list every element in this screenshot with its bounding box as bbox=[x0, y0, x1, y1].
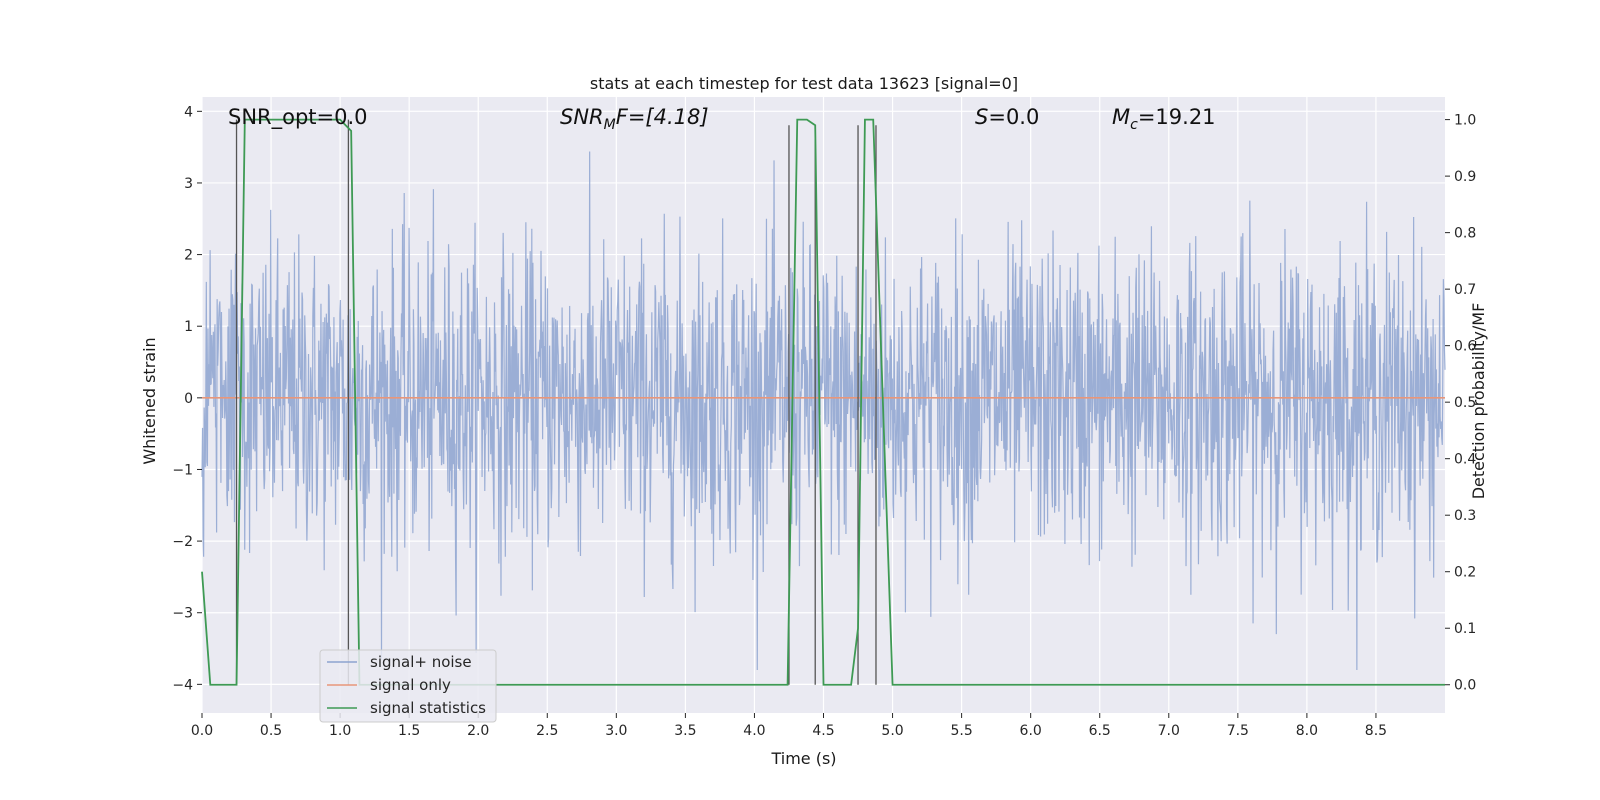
x-tick-labels: 0.0 0.5 1.0 1.5 2.0 2.5 3.0 3.5 4.0 4.5 5.0 5.5 6.0 6… bbox=[191, 713, 1387, 739]
y-tick-label: −1 bbox=[172, 462, 193, 478]
x-tick-label: 7.0 bbox=[1158, 723, 1180, 739]
y2-axis-label: Detection probability/MF bbox=[1469, 303, 1488, 500]
signal-statistics-series bbox=[201, 118, 1445, 686]
signal-statistics-line bbox=[201, 118, 1445, 686]
y2-tick-label: 0.6 bbox=[1454, 339, 1476, 355]
signal-noise-line bbox=[201, 151, 1446, 671]
x-tick-label: 1.5 bbox=[398, 723, 420, 739]
y-axis-label: Whitened strain bbox=[140, 337, 159, 464]
y2-tick-label: 0.2 bbox=[1454, 565, 1476, 581]
legend-box bbox=[319, 649, 497, 723]
x-tick-label: 2.0 bbox=[467, 723, 489, 739]
legend-label-signal-only: signal only bbox=[370, 676, 451, 694]
x-tick-label: 5.5 bbox=[950, 723, 972, 739]
x-tick-label: 3.5 bbox=[674, 723, 696, 739]
x-axis-label: Time (s) bbox=[770, 749, 836, 768]
x-tick-label: 0.0 bbox=[191, 723, 213, 739]
y2-tick-label: 0.0 bbox=[1454, 678, 1476, 694]
y-tick-label: 4 bbox=[184, 104, 193, 120]
x-tick-label: 6.0 bbox=[1020, 723, 1042, 739]
y2-tick-labels: 1.0 0.9 0.8 0.7 0.6 0.5 0.4 0.3 0.2 0.1 0.0 bbox=[1445, 113, 1476, 694]
legend: signal+ noise signal only signal statist… bbox=[319, 649, 497, 723]
annotation-s: S=0.0 bbox=[975, 105, 1039, 129]
legend-label-signal-statistics: signal statistics bbox=[370, 699, 486, 717]
y2-tick-label: 0.9 bbox=[1454, 169, 1476, 185]
y2-tick-label: 0.5 bbox=[1454, 395, 1476, 411]
y-tick-label: −4 bbox=[172, 677, 193, 693]
x-tick-label: 1.0 bbox=[329, 723, 351, 739]
x-tick-label: 4.5 bbox=[812, 723, 834, 739]
x-tick-label: 4.0 bbox=[743, 723, 765, 739]
y-tick-label: 1 bbox=[184, 319, 193, 335]
legend-label-signal-noise: signal+ noise bbox=[370, 653, 472, 671]
y-tick-labels: 4 3 2 1 0 −1 −2 −3 −4 bbox=[172, 104, 202, 693]
x-tick-label: 2.5 bbox=[536, 723, 558, 739]
x-tick-label: 7.5 bbox=[1227, 723, 1249, 739]
annotation-snr-mf: SNRMF=[4.18] bbox=[560, 105, 709, 133]
y-tick-label: 0 bbox=[184, 391, 193, 407]
y2-tick-label: 0.7 bbox=[1454, 282, 1476, 298]
x-tick-label: 8.0 bbox=[1296, 723, 1318, 739]
annotation-mc: Mc=19.21 bbox=[1112, 105, 1216, 133]
y2-tick-label: 1.0 bbox=[1454, 113, 1476, 129]
y-tick-label: 3 bbox=[184, 176, 193, 192]
x-tick-label: 5.0 bbox=[881, 723, 903, 739]
x-tick-label: 6.5 bbox=[1089, 723, 1111, 739]
y2-tick-label: 0.4 bbox=[1454, 452, 1476, 468]
y2-tick-label: 0.1 bbox=[1454, 621, 1476, 637]
y2-tick-label: 0.3 bbox=[1454, 508, 1476, 524]
x-tick-label: 8.5 bbox=[1365, 723, 1387, 739]
annotation-snr-opt: SNR_opt=0.0 bbox=[228, 105, 368, 130]
signal-noise-series bbox=[201, 151, 1446, 671]
y-tick-label: −3 bbox=[172, 606, 193, 622]
y-tick-label: 2 bbox=[184, 248, 193, 264]
y2-tick-label: 0.8 bbox=[1454, 226, 1476, 242]
x-tick-label: 3.0 bbox=[605, 723, 627, 739]
y-tick-label: −2 bbox=[172, 534, 193, 550]
chart-title: stats at each timestep for test data 136… bbox=[590, 74, 1018, 93]
x-tick-label: 0.5 bbox=[260, 723, 282, 739]
